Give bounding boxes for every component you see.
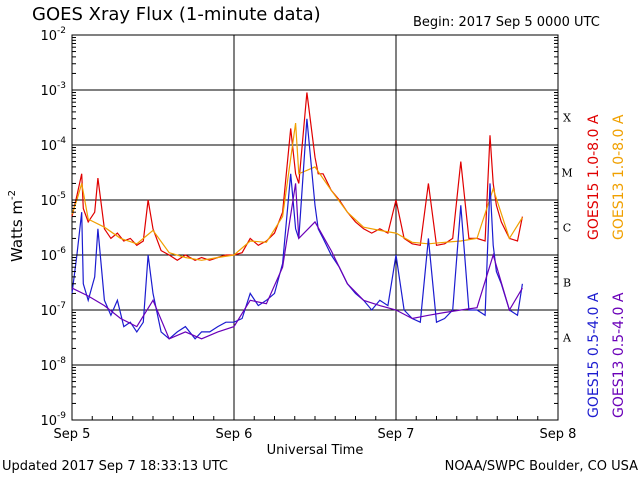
y-tick-label-base: 10 xyxy=(40,359,57,374)
y-tick-label-exp: -4 xyxy=(57,136,66,146)
axis-ticks xyxy=(71,34,559,421)
y-axis-title: Watts m-2 xyxy=(7,190,26,262)
legend-entry: GOES15 1.0-8.0 A xyxy=(586,114,602,240)
y-tick-label-base: 10 xyxy=(40,194,57,209)
x-tick-label: Sep 7 xyxy=(378,427,415,442)
y-tick-label-base: 10 xyxy=(40,414,57,429)
flare-class-label: M xyxy=(561,167,572,180)
svg-text:Watts m-2: Watts m-2 xyxy=(7,190,26,262)
updated-timestamp: Updated 2017 Sep 7 18:33:13 UTC xyxy=(2,459,229,474)
flare-class-label: C xyxy=(563,222,571,235)
x-tick-label: Sep 5 xyxy=(54,427,91,442)
y-tick-label-exp: -3 xyxy=(57,81,66,91)
y-tick-label-base: 10 xyxy=(40,139,57,154)
legend-entry: GOES13 1.0-8.0 A xyxy=(611,114,627,240)
y-axis-title-text: Watts m xyxy=(8,200,26,262)
series-line xyxy=(71,183,523,340)
y-tick-label: 10-8 xyxy=(40,356,66,374)
y-tick-label: 10-4 xyxy=(40,136,66,154)
x-axis-title: Universal Time xyxy=(267,443,364,458)
y-tick-label-exp: -8 xyxy=(57,356,66,366)
y-tick-label-exp: -7 xyxy=(57,301,66,311)
y-tick-label: 10-9 xyxy=(40,411,66,429)
x-tick-label: Sep 8 xyxy=(540,427,577,442)
flare-class-label: X xyxy=(563,112,571,125)
legend: GOES15 1.0-8.0 A GOES13 1.0-8.0 A GOES15 0… xyxy=(586,114,627,418)
y-tick-label-exp: -9 xyxy=(57,411,66,421)
begin-date: Begin: 2017 Sep 5 0000 UTC xyxy=(413,15,600,30)
series-line xyxy=(71,123,523,261)
flare-class-label: A xyxy=(562,332,572,345)
x-tick-label: Sep 6 xyxy=(216,427,253,442)
y-tick-label: 10-2 xyxy=(40,26,66,44)
y-tick-label: 10-5 xyxy=(40,191,66,209)
y-tick-label: 10-6 xyxy=(40,246,66,264)
y-tick-label-exp: -6 xyxy=(57,246,66,256)
series-line xyxy=(71,92,523,262)
legend-entry: GOES13 0.5-4.0 A xyxy=(611,292,627,418)
y-tick-label: 10-7 xyxy=(40,301,66,319)
chart-title: GOES Xray Flux (1-minute data) xyxy=(32,4,321,25)
data-series xyxy=(71,92,523,340)
grid-lines xyxy=(72,35,558,420)
credit-text: NOAA/SWPC Boulder, CO USA xyxy=(444,459,638,474)
flare-class-label: B xyxy=(563,277,571,290)
y-tick-label-base: 10 xyxy=(40,29,57,44)
y-tick-label: 10-3 xyxy=(40,81,66,99)
y-tick-label-base: 10 xyxy=(40,304,57,319)
y-tick-label-base: 10 xyxy=(40,84,57,99)
y-tick-label-exp: -2 xyxy=(57,26,66,36)
legend-entry: GOES15 0.5-4.0 A xyxy=(586,292,602,418)
y-tick-label-exp: -5 xyxy=(57,191,66,201)
y-axis-title-sup: -2 xyxy=(7,190,18,200)
y-tick-label-base: 10 xyxy=(40,249,57,264)
